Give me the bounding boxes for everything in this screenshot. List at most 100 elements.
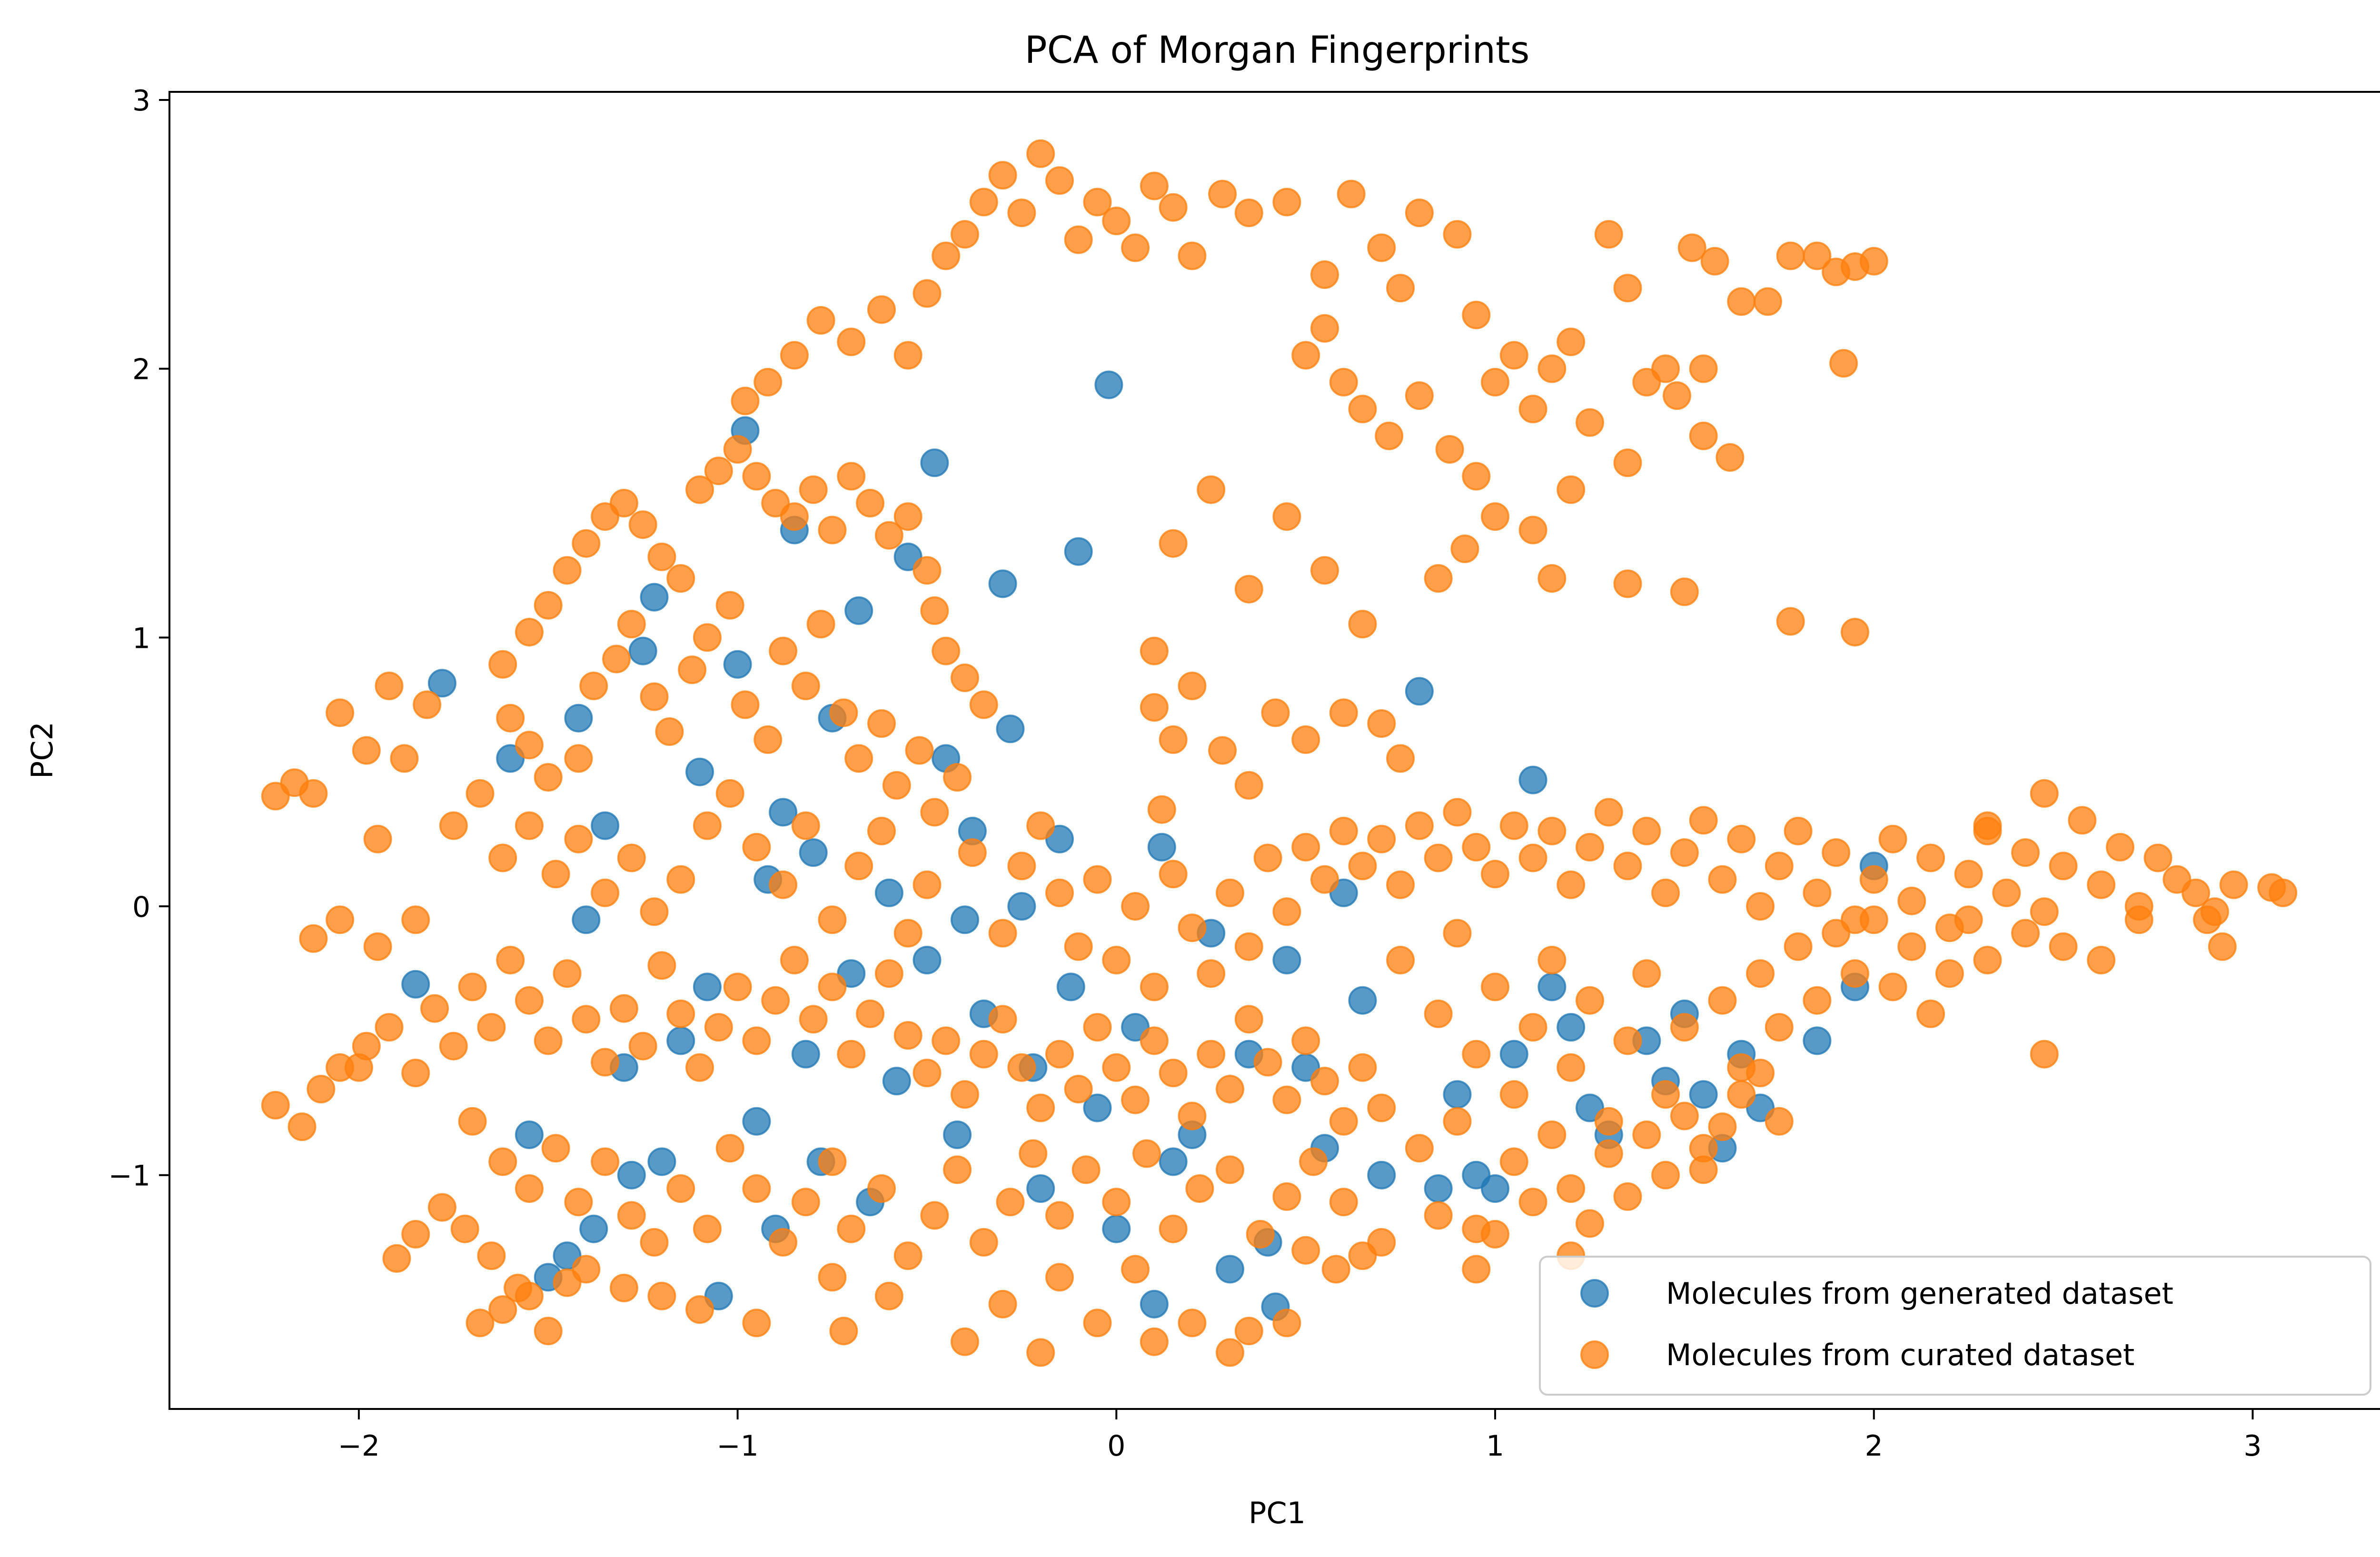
data-point	[844, 596, 873, 625]
data-point	[401, 1220, 430, 1249]
data-point	[951, 664, 979, 692]
data-point	[951, 905, 979, 934]
data-point	[769, 636, 798, 665]
data-point	[1348, 610, 1377, 639]
data-point	[655, 717, 684, 746]
data-point	[564, 1188, 593, 1217]
y-tick-label: 3	[132, 84, 150, 118]
data-point	[2143, 843, 2172, 873]
data-point	[874, 878, 903, 907]
data-point	[685, 757, 714, 786]
chart-title: PCA of Morgan Fingerprints	[1025, 29, 1530, 72]
data-point	[609, 994, 638, 1023]
data-point	[541, 860, 570, 889]
data-point	[1178, 913, 1207, 942]
y-tick-label: 1	[132, 622, 150, 655]
data-point	[1159, 1147, 1188, 1176]
data-point	[1367, 1228, 1396, 1257]
data-point	[693, 972, 722, 1002]
data-point	[515, 1174, 544, 1203]
data-point	[1246, 1220, 1275, 1249]
data-point	[1897, 886, 1926, 915]
data-point	[496, 704, 525, 733]
data-point	[1708, 986, 1737, 1015]
data-point	[704, 1013, 733, 1042]
data-point	[1121, 233, 1150, 262]
data-point	[427, 669, 456, 698]
data-point	[1708, 1112, 1737, 1141]
data-point	[2182, 878, 2211, 907]
plot-frame	[169, 91, 2380, 1410]
data-point	[496, 946, 525, 974]
data-point	[640, 1228, 669, 1257]
data-point	[1083, 188, 1112, 217]
data-point	[1234, 198, 1263, 228]
data-point	[1329, 1188, 1358, 1217]
data-point	[1594, 798, 1623, 827]
data-point	[488, 1295, 517, 1324]
data-point	[1916, 999, 1945, 1028]
data-point	[1083, 1309, 1112, 1338]
data-point	[1481, 367, 1509, 397]
legend-box	[1539, 1256, 2371, 1396]
data-point	[299, 779, 328, 808]
data-point	[1518, 1188, 1547, 1217]
data-point	[1443, 798, 1472, 827]
data-point	[1841, 618, 1869, 646]
data-point	[912, 946, 942, 974]
data-point	[1064, 932, 1093, 961]
data-point	[1197, 959, 1226, 988]
data-point	[1253, 843, 1282, 873]
data-point	[579, 672, 608, 700]
data-point	[1064, 1075, 1093, 1103]
data-point	[791, 1188, 820, 1217]
data-point	[1234, 575, 1263, 604]
data-point	[439, 1031, 468, 1061]
data-point	[427, 1193, 456, 1222]
data-point	[1140, 171, 1169, 200]
data-point	[1272, 1309, 1301, 1338]
data-point	[1765, 852, 1794, 881]
data-point	[867, 295, 896, 324]
data-point	[1083, 1093, 1112, 1122]
data-point	[988, 161, 1017, 190]
data-point	[1216, 1255, 1244, 1284]
data-point	[2049, 932, 2078, 961]
data-point	[932, 1026, 961, 1055]
data-point	[553, 556, 582, 585]
data-point	[856, 489, 885, 517]
x-tick-label: 3	[2243, 1429, 2261, 1463]
data-point	[420, 994, 449, 1023]
data-point	[769, 870, 798, 899]
data-point	[1663, 381, 1691, 410]
data-point	[1632, 816, 1661, 845]
data-point	[488, 843, 517, 873]
data-point	[742, 1107, 771, 1136]
data-point	[780, 341, 809, 370]
data-point	[1481, 502, 1509, 531]
data-point	[534, 1026, 563, 1055]
data-point	[742, 1026, 771, 1055]
data-point	[647, 1147, 676, 1176]
data-point	[363, 932, 392, 961]
data-point	[1613, 448, 1642, 477]
data-point	[1348, 852, 1377, 881]
data-point	[1462, 1040, 1491, 1069]
data-point	[678, 655, 707, 684]
data-point	[1216, 878, 1244, 907]
data-point	[1784, 816, 1813, 845]
data-point	[1841, 959, 1869, 988]
data-point	[488, 650, 517, 679]
data-point	[1727, 287, 1756, 316]
data-point	[1537, 354, 1567, 383]
data-point	[829, 698, 858, 727]
data-point	[2087, 870, 2116, 899]
data-point	[591, 1048, 620, 1077]
data-point	[943, 1155, 972, 1184]
data-point	[1859, 865, 1888, 894]
data-point	[572, 1005, 601, 1034]
data-point	[723, 972, 752, 1002]
data-point	[1348, 1053, 1377, 1082]
data-point	[1367, 1160, 1396, 1190]
data-point	[818, 1263, 847, 1292]
